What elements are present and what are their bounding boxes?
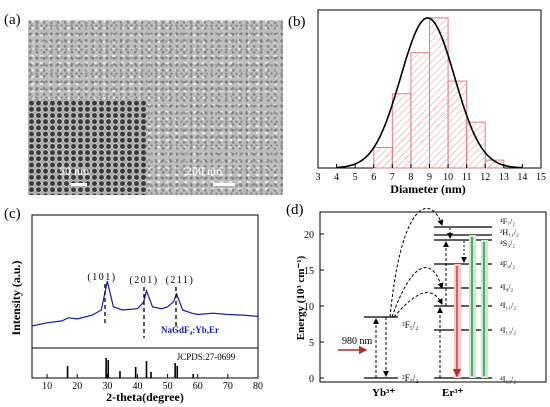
xrd-ylabel: Intensity (a.u.) — [9, 260, 23, 335]
histogram-chart: (b) 3 4 5 6 7 8 9 10 11 12 13 14 15 Diameter (nm) — [288, 9, 546, 196]
peak-201-label: (201) — [129, 275, 158, 286]
xrd-xtick-label: 70 — [223, 381, 233, 392]
er-label-4F9: ⁴F₉/₂ — [500, 260, 515, 269]
ytick-15: 15 — [304, 266, 314, 277]
histogram-bar — [447, 80, 468, 169]
er-label-4S3: ⁴S₃/₂ — [500, 239, 515, 248]
yb-label-2F7: ²F₇/₂ — [402, 373, 418, 383]
histogram-xtick-label: 12 — [480, 172, 490, 183]
main-scale-bar — [213, 183, 235, 186]
er-label-4I13: ⁴I₁₃/₂ — [500, 326, 516, 335]
ytick-20: 20 — [304, 230, 314, 241]
histogram-xtick-label: 8 — [408, 172, 413, 183]
er-label-4I9: ⁴I₉/₂ — [500, 283, 513, 292]
histogram-xtick-label: 5 — [353, 172, 358, 183]
histogram-bar — [429, 17, 449, 169]
panel-c-label: (c) — [4, 206, 21, 222]
xrd-xtick-label: 60 — [193, 381, 203, 392]
energy-yaxis-ticks: 0 5 10 15 20 — [304, 230, 324, 385]
xrd-xlabel: 2-theta(degree) — [106, 390, 184, 404]
peak-211-label: (211) — [166, 275, 195, 286]
histogram-xtick-label: 3 — [316, 172, 321, 183]
ytick-10: 10 — [304, 302, 314, 313]
histogram-xtick-label: 13 — [499, 172, 509, 183]
tem-inset-image — [28, 100, 146, 195]
histogram-xtick-label: 11 — [462, 172, 472, 183]
er-ion-label: Er³⁺ — [442, 387, 464, 399]
histogram-xtick-label: 7 — [390, 172, 395, 183]
gaussian-fit-curve — [336, 17, 523, 169]
xrd-pattern-line — [31, 281, 259, 327]
energy-diagram: (d) Energy (10³ cm⁻¹) 0 5 10 15 20 980 n… — [286, 202, 547, 399]
histogram-xtick-label: 14 — [517, 172, 527, 183]
histogram-xtick-label: 9 — [427, 172, 432, 183]
histogram-bar — [466, 121, 486, 169]
inset-scale-bar — [71, 183, 87, 186]
xrd-frame — [31, 214, 259, 379]
er-label-4I11: ⁴I₁₁/₂ — [500, 301, 516, 310]
histogram-bar — [391, 93, 412, 169]
histogram-bar — [410, 52, 430, 169]
sample-legend: NaGdF₄:Yb,Er — [161, 325, 219, 335]
yb-label-2F5: ²F₅/₂ — [402, 320, 418, 330]
er-label-2H11: ²H₁₁/₂ — [500, 228, 519, 237]
main-scale-label: 200 nm — [186, 164, 223, 178]
xrd-xtick-label: 40 — [132, 381, 142, 392]
histogram-xtick-label: 6 — [371, 172, 376, 183]
energy-transfer-arrow-1 — [391, 267, 444, 318]
xrd-xtick-label: 50 — [163, 381, 173, 392]
energy-transfer-arrow-3 — [393, 292, 443, 318]
histogram-bar — [373, 146, 393, 169]
er-label-4I15: ⁴I₁₅/₂ — [500, 375, 516, 384]
ytick-5: 5 — [309, 338, 314, 349]
reference-legend: JCPDS:27-0699 — [177, 352, 236, 362]
excitation-label: 980 nm — [342, 336, 373, 347]
energy-ylabel: Energy (10³ cm⁻¹) — [295, 255, 307, 340]
panel-d-label: (d) — [286, 202, 304, 218]
ytick-0: 0 — [309, 374, 314, 385]
er-label-4F7: ⁴F₇/₂ — [500, 217, 515, 226]
xrd-chart: (c) Intensity (a.u.) 10 20 30 40 50 60 70 80 (1… — [4, 206, 263, 404]
histogram-xlabel: Diameter (nm) — [390, 182, 465, 196]
xrd-xtick-label: 80 — [253, 381, 263, 392]
xrd-xtick-label: 20 — [72, 381, 82, 392]
energy-frame — [319, 211, 547, 383]
inset-scale-label: 50 nm — [59, 164, 90, 178]
xrd-xtick-label: 30 — [102, 381, 112, 392]
panel-b-label: (b) — [288, 14, 306, 30]
xrd-xtick-label: 10 — [42, 381, 52, 392]
histogram-xtick-label: 15 — [536, 172, 546, 183]
peak-101-label: (101) — [87, 272, 116, 283]
energy-transfer-arrow-2 — [389, 208, 444, 318]
histogram-xtick-label: 10 — [443, 172, 453, 183]
panel-a-label: (a) — [4, 12, 21, 28]
histogram-xtick-label: 4 — [334, 172, 339, 183]
yb-ion-label: Yb³⁺ — [372, 387, 395, 399]
